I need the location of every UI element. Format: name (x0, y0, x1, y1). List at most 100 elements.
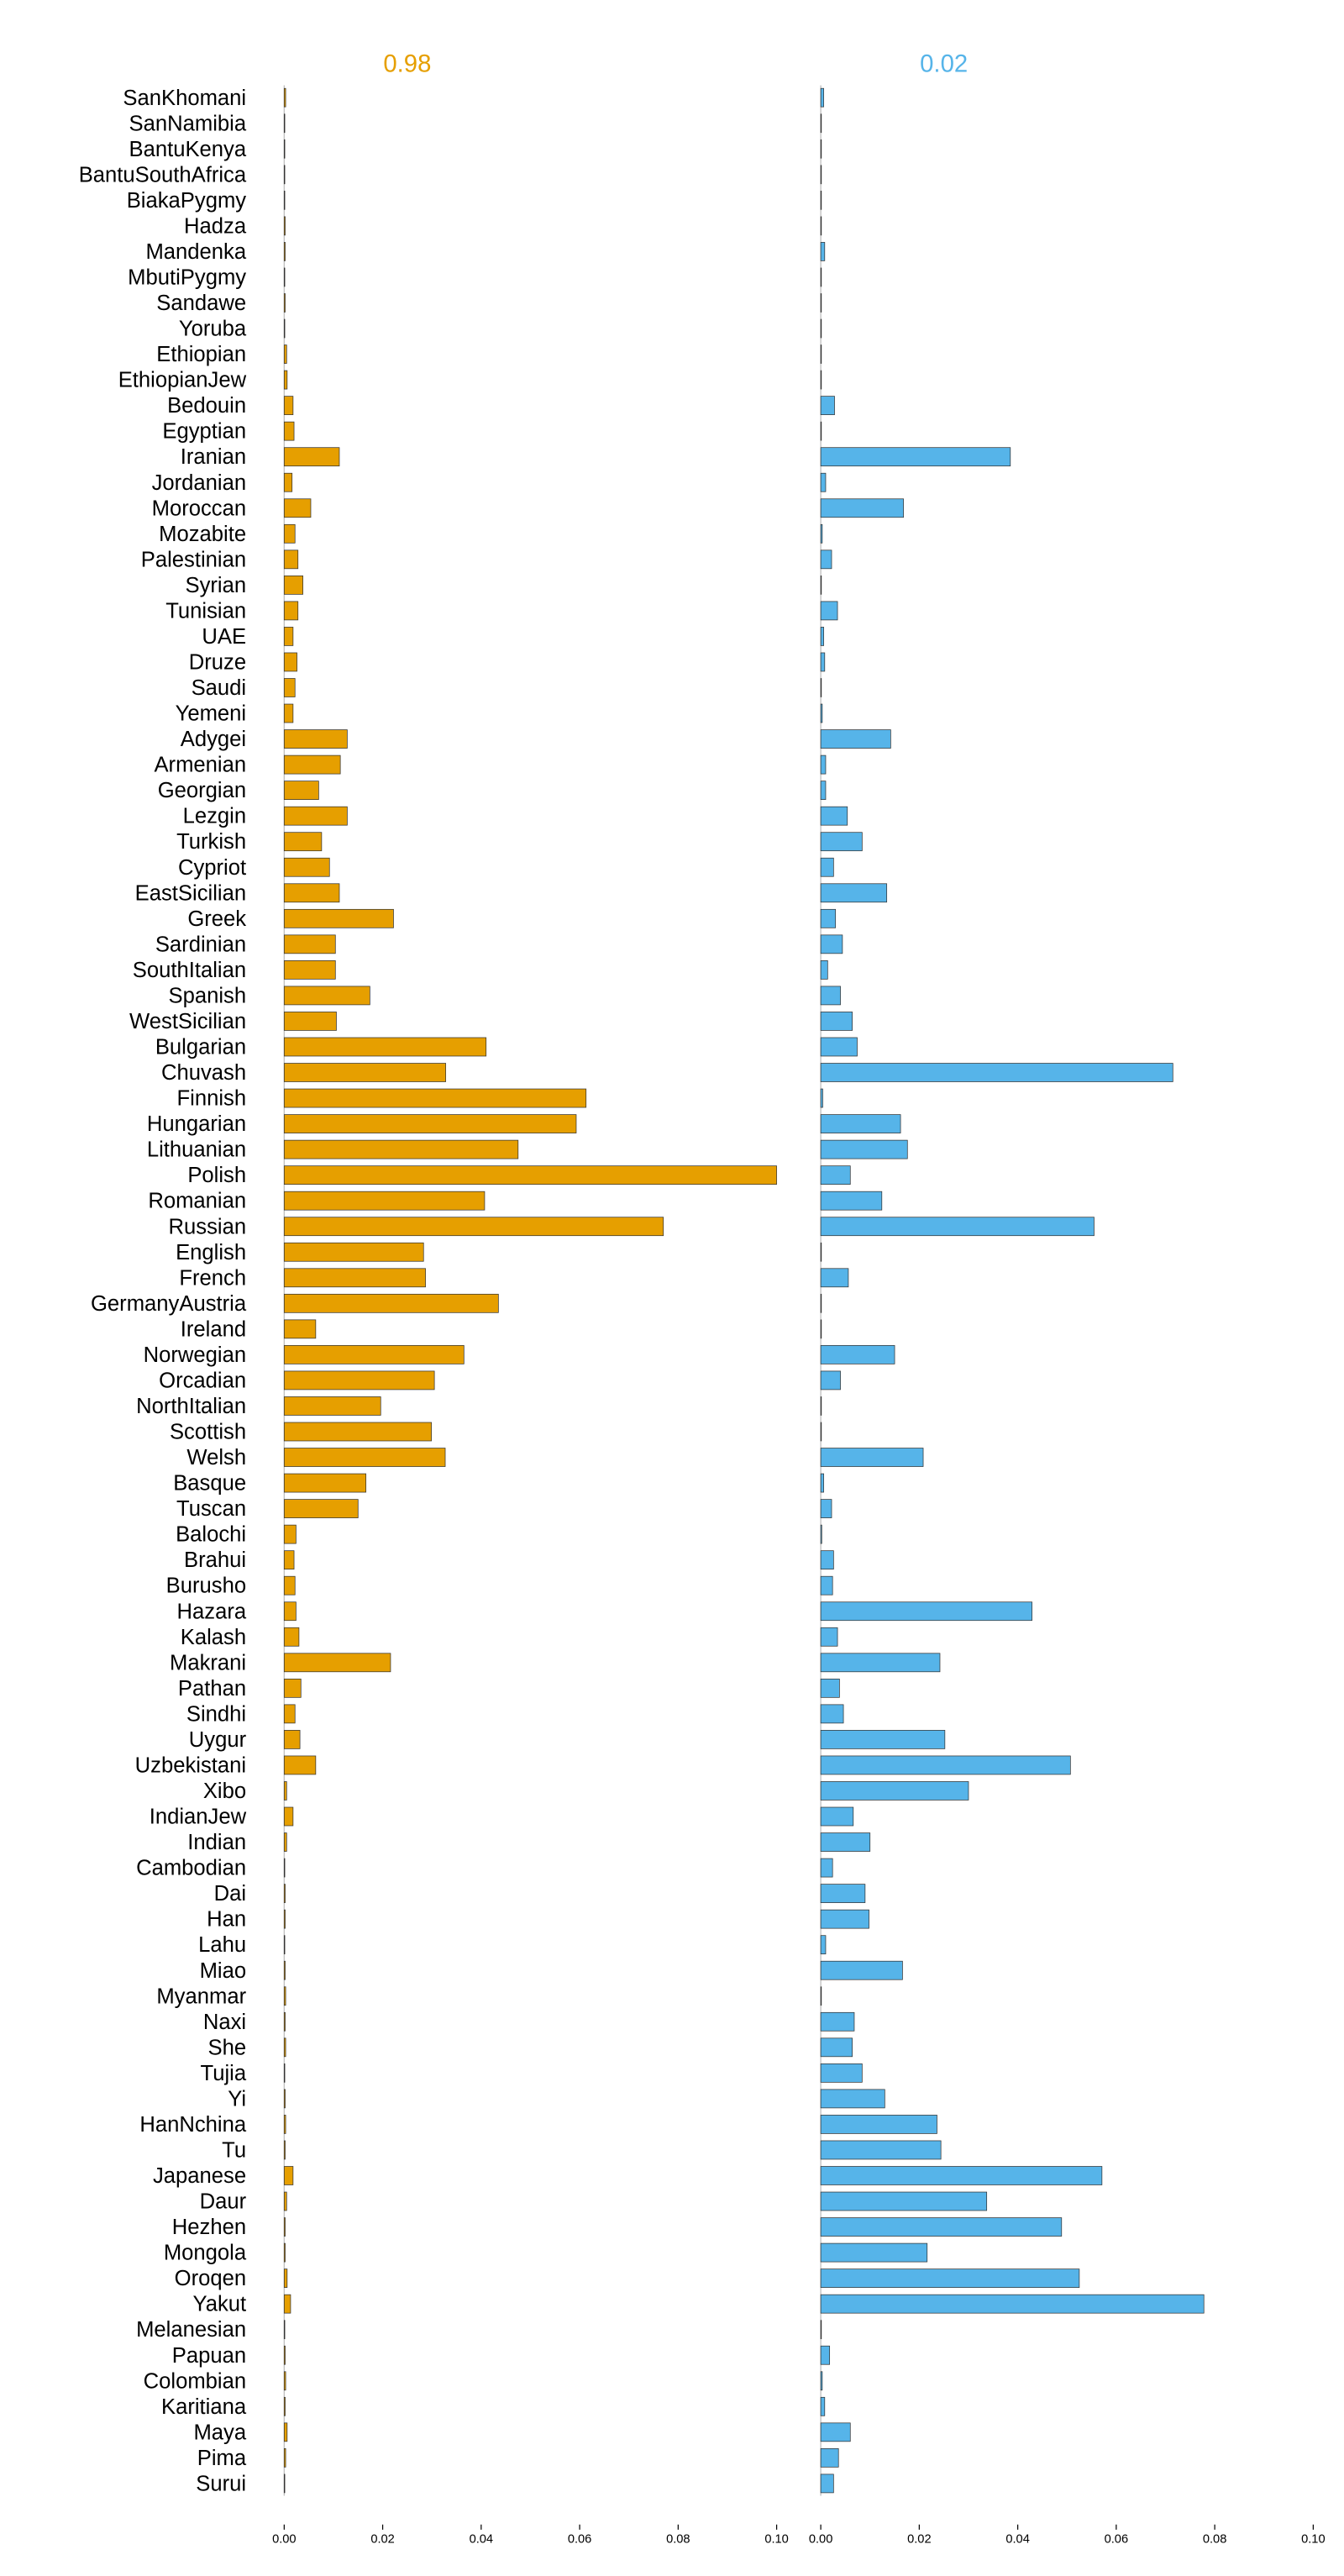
bar (283, 1653, 391, 1673)
bar (820, 627, 824, 646)
bar (820, 1678, 840, 1698)
category-label: Dai (214, 1882, 246, 1906)
panels: 0.980.00 0.02 0.04 0.06 0.08 0.100.020.00 0.02… (272, 50, 1326, 2547)
category-label: Russian (169, 1215, 247, 1238)
panel-title: 0.02 (920, 50, 968, 78)
bar (820, 1088, 823, 1108)
bar (283, 2422, 288, 2442)
bar (820, 2268, 1080, 2288)
category-label: Hadza (184, 214, 247, 238)
category-label: Saudi (192, 676, 247, 700)
bar (820, 2089, 885, 2109)
category-label: English (176, 1241, 246, 1264)
category-label: Romanian (148, 1190, 246, 1213)
bar (820, 2166, 1103, 2185)
bar (820, 242, 826, 261)
category-label: NorthItalian (136, 1395, 246, 1418)
bar (820, 1114, 901, 1133)
bar (283, 1217, 664, 1237)
bar (820, 165, 822, 185)
category-label: Surui (196, 2472, 246, 2495)
category-label: Scottish (170, 1421, 246, 1444)
bar (820, 857, 834, 877)
category-label: Greek (187, 907, 246, 931)
bar (820, 1396, 822, 1416)
bar (820, 1448, 924, 1467)
category-label: Tujia (201, 2062, 247, 2085)
bar (283, 2396, 286, 2416)
bar (820, 2140, 942, 2160)
category-label: Bedouin (167, 394, 246, 418)
bar (283, 1037, 487, 1057)
category-label: Balochi (176, 1523, 246, 1547)
bar (820, 1704, 844, 1724)
bar (283, 2115, 286, 2134)
bar (820, 2037, 853, 2058)
bar (283, 781, 319, 800)
bar (820, 781, 827, 800)
bar (820, 1242, 822, 1262)
bar (283, 1499, 359, 1518)
bar (283, 1832, 287, 1852)
category-label: Makrani (170, 1651, 246, 1674)
bar (820, 908, 837, 928)
bar (283, 2191, 287, 2211)
category-label: She (208, 2036, 247, 2059)
bar (283, 2371, 286, 2391)
bar (283, 498, 312, 518)
bar (283, 2166, 294, 2185)
category-label: Yakut (193, 2293, 247, 2316)
bar (283, 1422, 432, 1442)
x-tick-label: 0.08 (666, 2533, 690, 2547)
bar (283, 1935, 286, 1955)
bar (283, 2345, 286, 2365)
category-label: BantuSouthAfrica (79, 163, 247, 187)
bar (283, 754, 341, 775)
category-label: Palestinian (141, 548, 246, 571)
bar (820, 1037, 858, 1057)
bar (283, 960, 336, 980)
category-label: Kalash (181, 1626, 246, 1649)
category-label: Cambodian (136, 1857, 246, 1880)
category-label: Han (207, 1908, 246, 1932)
bar (820, 1063, 1173, 1082)
bar (283, 1114, 577, 1133)
bar (283, 627, 294, 646)
category-label: Lahu (198, 1933, 246, 1957)
bar (283, 1319, 317, 1339)
category-label: Egyptian (162, 420, 246, 444)
x-tick-label: 0.10 (1301, 2533, 1326, 2547)
bar (283, 396, 294, 415)
bar (820, 1550, 834, 1570)
bar (283, 1370, 435, 1391)
bar (820, 1293, 822, 1313)
category-label: Finnish (177, 1087, 247, 1111)
category-label: Papuan (172, 2344, 246, 2368)
category-label: Ireland (181, 1317, 246, 1341)
category-label: Yi (228, 2087, 246, 2111)
category-label: Druze (189, 651, 246, 675)
panel-1: 0.98 0.00 0.02 0.04 0.06 0.08 0.10 (272, 50, 789, 2547)
bar (820, 293, 822, 313)
bar (283, 986, 370, 1006)
bar (283, 1960, 286, 1980)
bar (820, 1165, 851, 1185)
bar (820, 703, 823, 723)
category-label: BiakaPygmy (127, 189, 247, 213)
bar (820, 1499, 832, 1518)
bar (283, 575, 303, 595)
bar (820, 2217, 1063, 2237)
bar (283, 549, 299, 570)
bar (283, 2320, 286, 2340)
bar (283, 1884, 286, 1903)
bar (283, 2217, 286, 2237)
bar (283, 1858, 286, 1878)
x-tick-label: 0.02 (907, 2533, 932, 2547)
category-label: Georgian (158, 779, 246, 802)
bar (820, 1884, 866, 1903)
category-label: HanNchina (139, 2113, 247, 2137)
bar (820, 2115, 937, 2134)
category-label: Welsh (186, 1446, 246, 1469)
bar (283, 2268, 288, 2288)
category-label: Daur (200, 2190, 247, 2214)
